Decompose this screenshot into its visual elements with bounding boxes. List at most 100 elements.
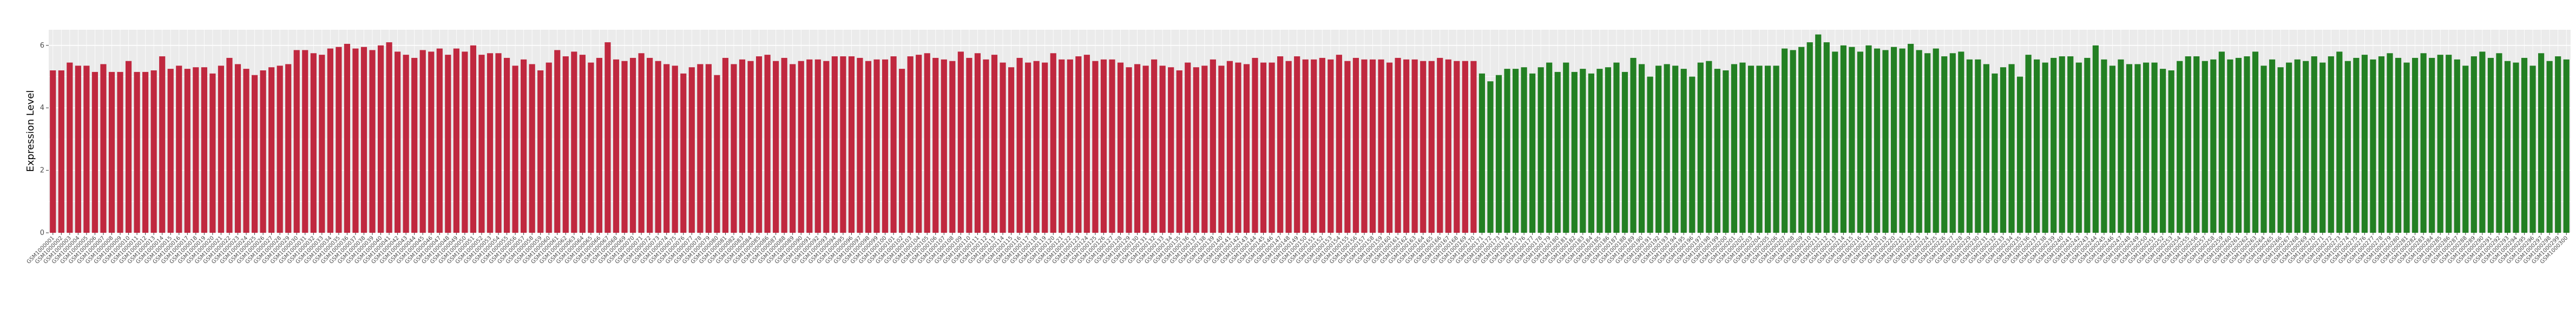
bar — [2555, 56, 2561, 233]
bar — [1201, 66, 1208, 233]
bar — [1302, 59, 1309, 233]
bar — [1756, 66, 1763, 233]
bar — [108, 71, 115, 233]
bar — [1664, 64, 1670, 233]
plot-panel — [49, 30, 2571, 233]
bar — [604, 42, 611, 233]
bar — [201, 67, 207, 233]
bar — [75, 66, 81, 233]
bar — [1445, 59, 1451, 233]
bar — [403, 55, 409, 233]
bar — [966, 57, 972, 233]
bar — [1764, 66, 1771, 233]
bar — [1193, 67, 1199, 233]
bar — [2336, 51, 2343, 233]
bar — [2361, 55, 2368, 233]
bar — [1714, 69, 1720, 233]
bar — [470, 45, 477, 233]
bar — [1882, 50, 1889, 233]
bar — [1655, 66, 1662, 233]
bar — [2008, 64, 2015, 233]
bar — [1420, 61, 1427, 233]
bar — [1798, 47, 1805, 233]
bar — [1773, 66, 1779, 233]
x-axis: GSM1000001GSM1000002GSM1000003GSM1000004… — [26, 233, 2569, 265]
bar — [865, 61, 872, 233]
bar — [377, 45, 384, 233]
bar — [2353, 57, 2360, 233]
bar — [2000, 67, 2007, 233]
bar — [2042, 62, 2048, 233]
bar — [1647, 76, 1653, 233]
bar — [873, 59, 880, 233]
bar — [941, 59, 947, 233]
bar — [1630, 57, 1637, 233]
bar — [2429, 57, 2435, 233]
y-tick-label: 0 — [40, 229, 44, 237]
bar — [386, 42, 392, 233]
bar — [1596, 69, 1603, 233]
bar — [1210, 59, 1216, 233]
bar — [1185, 62, 1191, 233]
bar — [974, 53, 981, 233]
bar — [260, 70, 266, 233]
bar — [1352, 57, 1359, 233]
bar — [1823, 42, 1830, 233]
bar — [1008, 67, 1015, 233]
bar — [1311, 59, 1317, 233]
bar — [1949, 53, 1956, 233]
bar — [1478, 73, 1486, 233]
bar — [1739, 62, 1746, 233]
bar — [899, 69, 905, 233]
bar — [2496, 53, 2502, 233]
bar — [1428, 61, 1435, 233]
bar — [117, 71, 123, 233]
bar — [2067, 56, 2074, 233]
bar — [2370, 59, 2376, 233]
bar — [1613, 62, 1620, 233]
bar — [840, 56, 846, 233]
bar — [268, 67, 275, 233]
bar — [1512, 69, 1519, 233]
bar — [419, 50, 426, 233]
bar — [1992, 73, 1998, 233]
bar — [1269, 62, 1275, 233]
bar — [100, 64, 107, 233]
bar — [2470, 56, 2477, 233]
bar — [663, 64, 670, 233]
bar — [2244, 56, 2250, 233]
bar — [2034, 59, 2040, 233]
bar — [344, 43, 351, 233]
bar — [907, 56, 914, 233]
bar — [1369, 59, 1376, 233]
bar — [2403, 62, 2410, 233]
bar — [731, 64, 737, 233]
bar — [2051, 57, 2057, 233]
bar — [243, 69, 249, 233]
bar — [680, 73, 687, 233]
bar — [814, 59, 821, 233]
bar — [949, 61, 956, 233]
bar — [83, 66, 90, 233]
bar — [1344, 61, 1351, 233]
bar — [395, 51, 401, 233]
bar — [1126, 67, 1132, 233]
bar — [916, 55, 922, 233]
bar — [1849, 47, 1855, 233]
bar — [1294, 56, 1300, 233]
bar — [1252, 57, 1258, 233]
bar — [1689, 76, 1696, 233]
bar — [529, 64, 535, 233]
bar — [1260, 62, 1267, 233]
bar — [1395, 57, 1401, 233]
bar — [503, 57, 510, 233]
bar — [2269, 59, 2276, 233]
bar — [2235, 57, 2242, 233]
bar — [562, 56, 569, 233]
bar — [521, 59, 527, 233]
bar — [1218, 66, 1225, 233]
bar — [2075, 62, 2082, 233]
bar — [1983, 64, 1990, 233]
bar — [2378, 56, 2385, 233]
bar — [125, 61, 132, 233]
